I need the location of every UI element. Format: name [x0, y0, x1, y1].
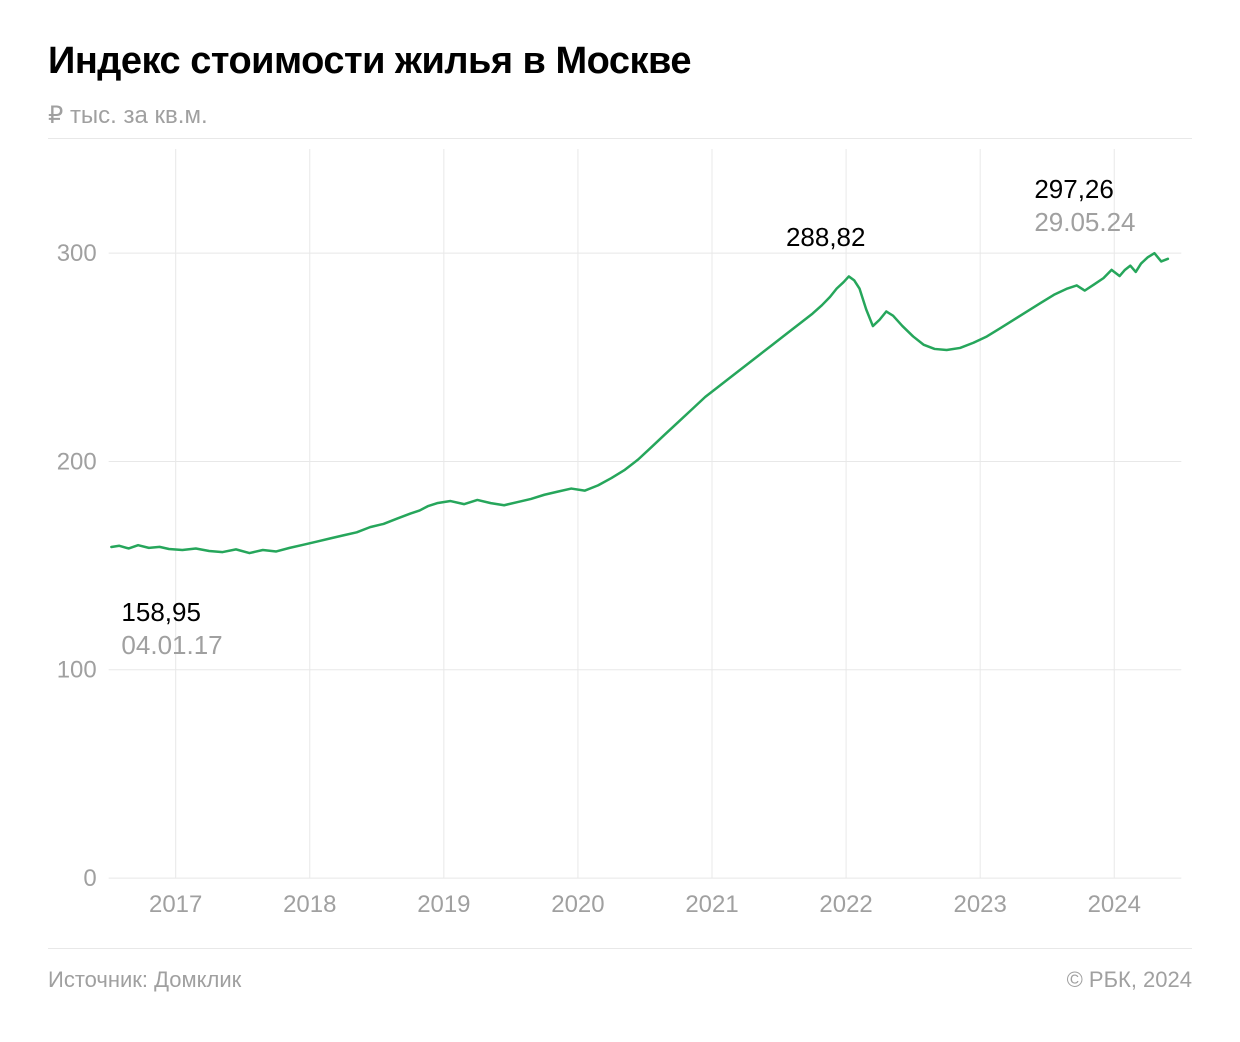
copyright-label: © РБК, 2024: [1067, 967, 1192, 993]
svg-text:2019: 2019: [417, 891, 470, 918]
chart-footer: Источник: Домклик © РБК, 2024: [48, 948, 1192, 993]
svg-text:100: 100: [57, 657, 97, 684]
svg-text:0: 0: [83, 865, 96, 892]
svg-text:2023: 2023: [954, 891, 1007, 918]
svg-text:2017: 2017: [149, 891, 202, 918]
svg-text:2022: 2022: [819, 891, 872, 918]
chart-subtitle: ₽ тыс. за кв.м.: [48, 101, 1192, 130]
chart-area: 0 100 200 300 2017 2018 2019 2020 2021 2022 2023 20…: [48, 138, 1192, 928]
svg-text:2020: 2020: [551, 891, 604, 918]
line-chart-svg: 0 100 200 300 2017 2018 2019 2020 2021 2022 2023 20…: [48, 139, 1192, 928]
svg-text:2024: 2024: [1088, 891, 1141, 918]
svg-text:2018: 2018: [283, 891, 336, 918]
svg-text:300: 300: [57, 240, 97, 267]
svg-text:2021: 2021: [685, 891, 738, 918]
source-label: Источник: Домклик: [48, 967, 241, 993]
svg-text:200: 200: [57, 448, 97, 475]
chart-title: Индекс стоимости жилья в Москве: [48, 40, 1192, 83]
